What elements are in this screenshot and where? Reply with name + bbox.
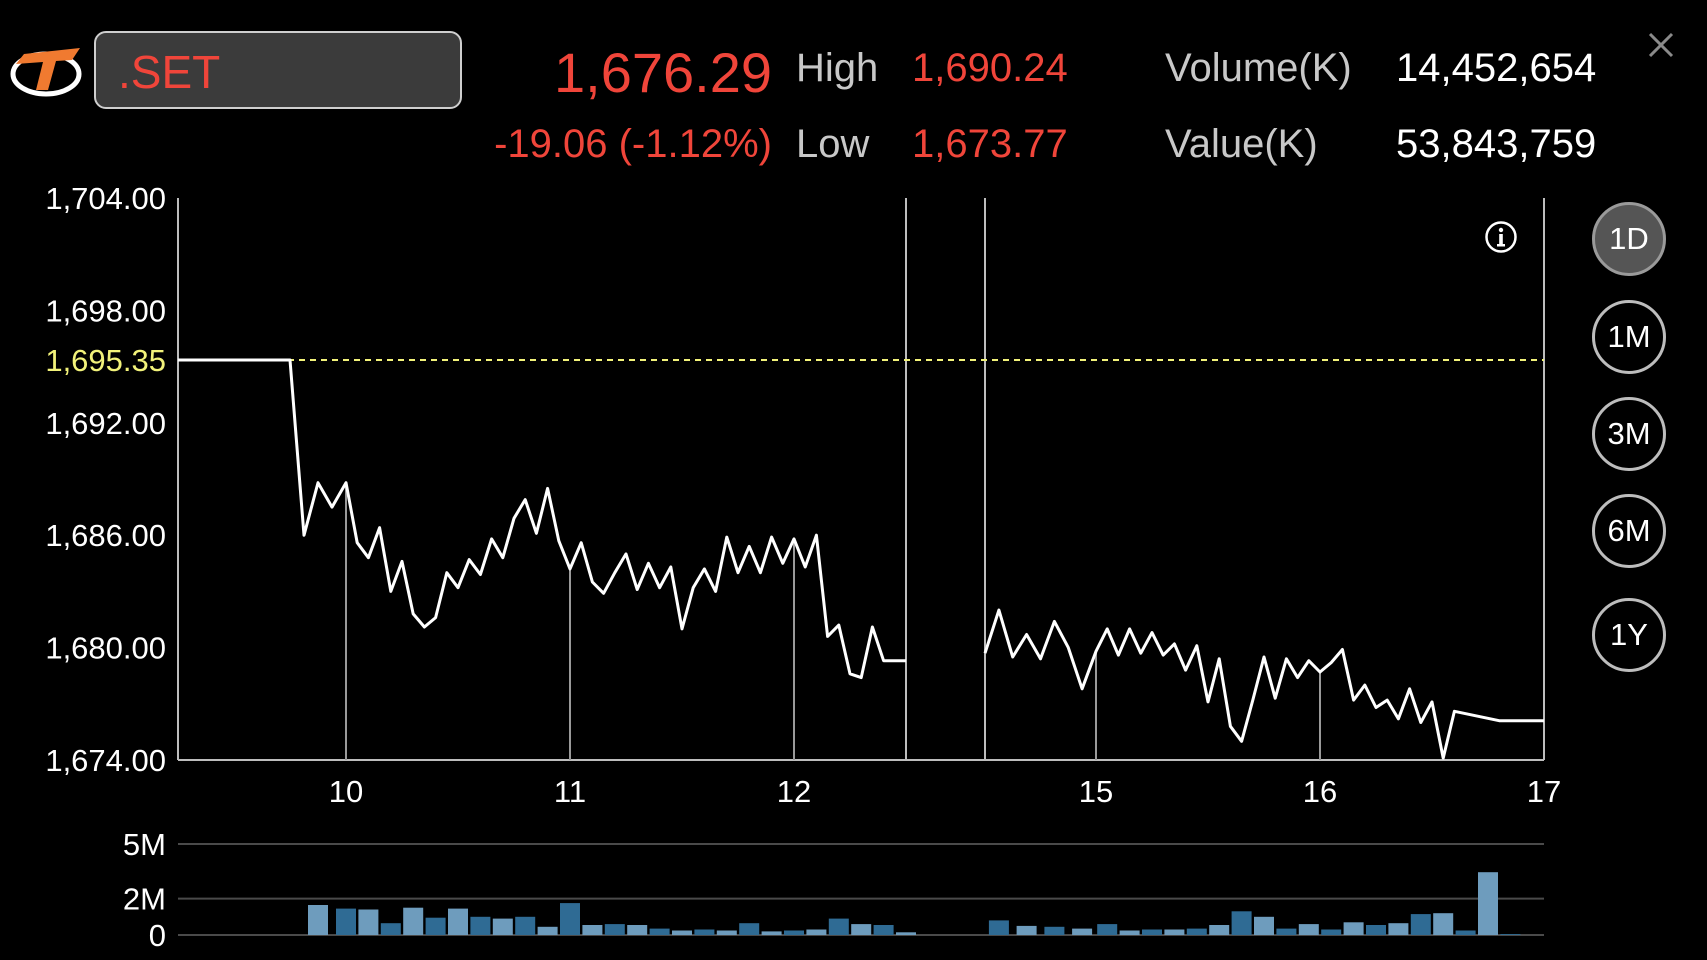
last-price: 1,676.29 [554, 41, 772, 104]
volume-bar [336, 908, 356, 935]
y-tick-label: 1,704.00 [45, 181, 166, 216]
reference-label: 1,695.35 [45, 343, 166, 378]
y-tick-label: 1,680.00 [45, 631, 166, 666]
low-value: 1,673.77 [912, 122, 1068, 166]
volume-bar [1478, 872, 1498, 935]
volume-bar [1209, 925, 1230, 935]
volume-bar [1016, 925, 1037, 935]
period-3m-button[interactable]: 3M [1592, 397, 1666, 471]
volume-bar [1254, 916, 1274, 935]
volume-y-tick-label: 5M [123, 827, 166, 862]
y-tick-label: 1,674.00 [45, 743, 166, 778]
volume-bar [1455, 930, 1476, 935]
volume-bar [828, 918, 849, 935]
volume-bar [1276, 928, 1297, 935]
period-1d-label: 1D [1609, 221, 1649, 256]
y-tick-label: 1,698.00 [45, 293, 166, 328]
volume-bar [784, 930, 804, 935]
volume-bar [1366, 925, 1386, 935]
volume-bar [604, 924, 625, 935]
volume-bar [1321, 929, 1342, 935]
price-change: -19.06 (-1.12%) [494, 122, 772, 166]
volume-bar [515, 916, 536, 935]
volume-bar [470, 916, 491, 935]
x-tick-label: 10 [329, 774, 363, 809]
x-tick-label: 15 [1079, 774, 1113, 809]
volume-bar [1164, 929, 1185, 935]
volume-bar [1500, 934, 1521, 935]
volume-bar [380, 923, 401, 935]
volume-bar [1186, 928, 1207, 935]
volume-bar [1433, 913, 1454, 935]
value-label: Value(K) [1165, 122, 1318, 166]
volume-bar [1119, 930, 1140, 935]
volume-y-tick-label: 2M [123, 882, 166, 917]
volume-bar [873, 925, 894, 935]
volume-bar [649, 928, 670, 935]
x-tick-label: 17 [1527, 774, 1561, 809]
volume-bar [1072, 928, 1093, 935]
volume-bar [425, 917, 446, 935]
period-1m-label: 1M [1607, 319, 1651, 354]
volume-bar [448, 908, 468, 935]
volume-bar [1388, 923, 1409, 935]
volume-bar [806, 929, 827, 935]
period-1y-button[interactable]: 1Y [1592, 598, 1666, 672]
volume-bar [1298, 924, 1319, 935]
volume-bar [582, 925, 603, 935]
volume-bar [716, 930, 737, 935]
volume-y-tick-label: 0 [149, 918, 166, 953]
volume-bar [308, 905, 328, 935]
period-1y-label: 1Y [1610, 617, 1648, 652]
volume-bar [761, 931, 782, 935]
y-tick-label: 1,686.00 [45, 518, 166, 553]
price-line-segment-2 [983, 608, 1544, 760]
x-tick-label: 12 [777, 774, 811, 809]
volume-bar [492, 918, 513, 935]
volume-bar [1343, 922, 1364, 935]
info-icon[interactable] [1484, 220, 1518, 254]
period-1d-button[interactable]: 1D [1592, 202, 1666, 276]
period-3m-label: 3M [1607, 416, 1651, 451]
volume-bar [1097, 924, 1118, 935]
symbol-text: .SET [118, 46, 221, 98]
volume-bar [988, 920, 1009, 935]
volume-bar [694, 929, 715, 935]
volume-value: 14,452,654 [1396, 46, 1597, 90]
volume-bar [403, 907, 424, 935]
volume-bar [560, 903, 580, 935]
volume-bar [358, 909, 379, 935]
close-icon[interactable] [1646, 30, 1676, 60]
high-label: High [796, 46, 879, 90]
volume-bar [1231, 911, 1252, 935]
volume-bar [896, 932, 916, 935]
x-tick-label: 11 [554, 774, 586, 809]
low-label: Low [796, 122, 870, 166]
volume-bar [1044, 926, 1065, 935]
brand-logo-icon [10, 48, 82, 97]
x-tick-label: 16 [1303, 774, 1337, 809]
volume-bar [739, 923, 760, 935]
period-6m-label: 6M [1607, 513, 1651, 548]
price-line-segment-1 [178, 358, 906, 680]
volume-label: Volume(K) [1165, 46, 1352, 90]
y-tick-label: 1,692.00 [45, 406, 166, 441]
volume-bar [1142, 929, 1162, 935]
volume-bar [537, 926, 558, 935]
value-value: 53,843,759 [1396, 122, 1597, 166]
volume-bar [627, 925, 648, 935]
symbol-input[interactable]: .SET [94, 31, 462, 109]
period-1m-button[interactable]: 1M [1592, 300, 1666, 374]
volume-bar [1410, 914, 1431, 935]
period-6m-button[interactable]: 6M [1592, 494, 1666, 568]
volume-bar [851, 924, 872, 935]
volume-bar [672, 930, 692, 935]
high-value: 1,690.24 [912, 46, 1068, 90]
